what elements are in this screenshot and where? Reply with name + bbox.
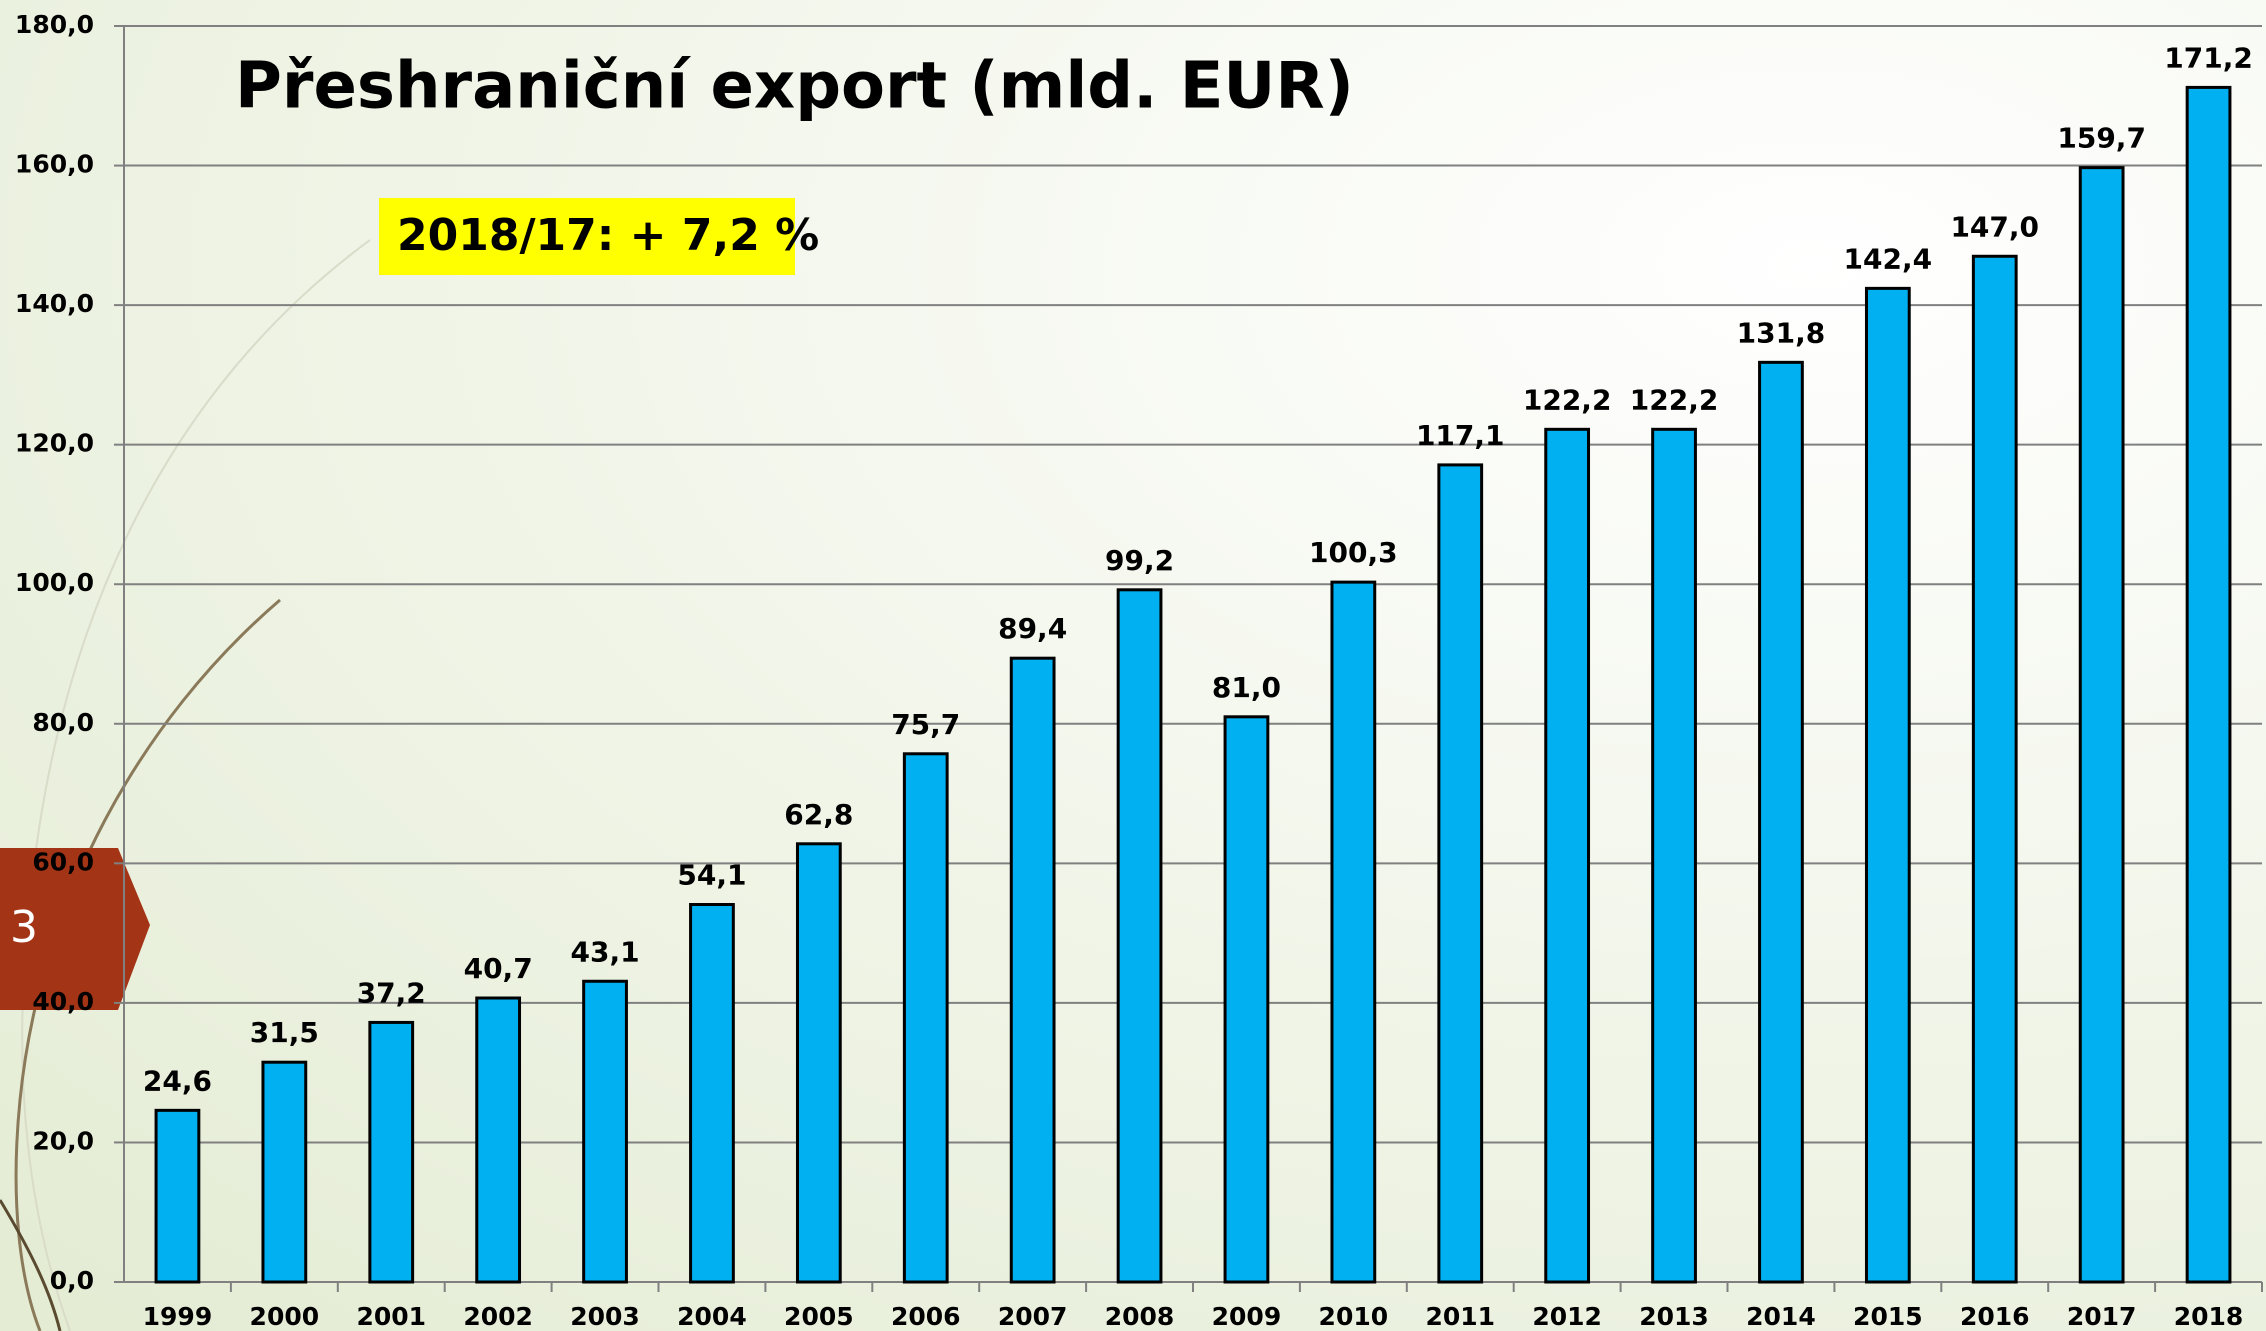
y-tick-label: 100,0 [15, 568, 94, 597]
slide-number: 3 [10, 902, 38, 953]
bar [1866, 288, 1909, 1282]
y-tick-label: 140,0 [15, 289, 94, 318]
bar [904, 754, 947, 1282]
bar [584, 981, 627, 1282]
bar [691, 905, 734, 1282]
x-tick-label: 2012 [1532, 1302, 1602, 1331]
bar [1011, 658, 1054, 1282]
y-tick-label: 160,0 [15, 150, 94, 179]
data-label: 117,1 [1416, 419, 1505, 452]
data-label: 131,8 [1737, 316, 1826, 349]
data-label: 54,1 [677, 859, 746, 892]
x-tick-label: 2004 [677, 1302, 747, 1331]
data-label: 147,0 [1950, 210, 2039, 243]
chart: 3 0,0 20,0 40,0 60,0 80,0 100,0 120,0 140,0 160,… [0, 0, 2266, 1331]
bar [477, 998, 520, 1282]
x-tick-label: 2016 [1960, 1302, 2030, 1331]
x-tick-label: 2003 [570, 1302, 640, 1331]
x-tick-label: 2014 [1746, 1302, 1816, 1331]
x-tick-label: 2000 [250, 1302, 320, 1331]
data-label: 122,2 [1630, 383, 1719, 416]
y-tick-label: 180,0 [15, 10, 94, 39]
bar [1760, 362, 1803, 1282]
bar [1225, 717, 1268, 1282]
x-tick-label: 2006 [891, 1302, 961, 1331]
data-label: 100,3 [1309, 536, 1398, 569]
data-label: 43,1 [571, 935, 640, 968]
x-tick-label: 2015 [1853, 1302, 1923, 1331]
y-tick-label: 120,0 [15, 429, 94, 458]
data-label: 171,2 [2164, 41, 2253, 74]
bar [1439, 465, 1482, 1282]
bar [263, 1062, 306, 1282]
x-tick-label: 2011 [1425, 1302, 1495, 1331]
data-label: 24,6 [143, 1064, 212, 1097]
x-tick-label: 1999 [143, 1302, 213, 1331]
x-tick-label: 2005 [784, 1302, 854, 1331]
chart-title: Přeshraniční export (mld. EUR) [235, 50, 1354, 124]
data-label: 37,2 [357, 976, 426, 1009]
y-tick-label: 80,0 [32, 708, 94, 737]
data-label: 75,7 [891, 708, 960, 741]
x-tick-label: 2017 [2067, 1302, 2137, 1331]
y-tick-label: 60,0 [32, 847, 94, 876]
data-label: 62,8 [784, 798, 853, 831]
annotation: 2018/17: + 7,2 % [397, 210, 819, 261]
bar [2187, 87, 2230, 1282]
bar [1973, 256, 2016, 1282]
data-label: 89,4 [998, 612, 1067, 645]
x-tick-label: 2009 [1212, 1302, 1282, 1331]
x-tick-label: 2001 [356, 1302, 426, 1331]
x-tick-label: 2008 [1105, 1302, 1175, 1331]
y-tick-label: 0,0 [50, 1266, 94, 1295]
x-tick-label: 2002 [463, 1302, 533, 1331]
data-label: 40,7 [464, 952, 533, 985]
bar [1546, 429, 1589, 1282]
bar [2080, 168, 2123, 1282]
bar [1332, 582, 1375, 1282]
x-tick-label: 2018 [2174, 1302, 2244, 1331]
data-label: 81,0 [1212, 671, 1281, 704]
bar [1653, 429, 1696, 1282]
data-label: 122,2 [1523, 383, 1612, 416]
data-label: 142,4 [1844, 242, 1933, 275]
x-tick-label: 2010 [1319, 1302, 1389, 1331]
data-label: 31,5 [250, 1016, 319, 1049]
bar [370, 1022, 413, 1282]
x-tick-label: 2013 [1639, 1302, 1709, 1331]
y-tick-label: 20,0 [32, 1126, 94, 1155]
bar [1118, 590, 1161, 1282]
bar [797, 844, 840, 1282]
y-tick-label: 40,0 [32, 987, 94, 1016]
bar [156, 1110, 199, 1282]
data-label: 99,2 [1105, 544, 1174, 577]
x-tick-label: 2007 [998, 1302, 1068, 1331]
data-label: 159,7 [2057, 122, 2146, 155]
page: 3 0,0 20,0 40,0 60,0 80,0 100,0 120,0 140,0 160,… [0, 0, 2266, 1331]
